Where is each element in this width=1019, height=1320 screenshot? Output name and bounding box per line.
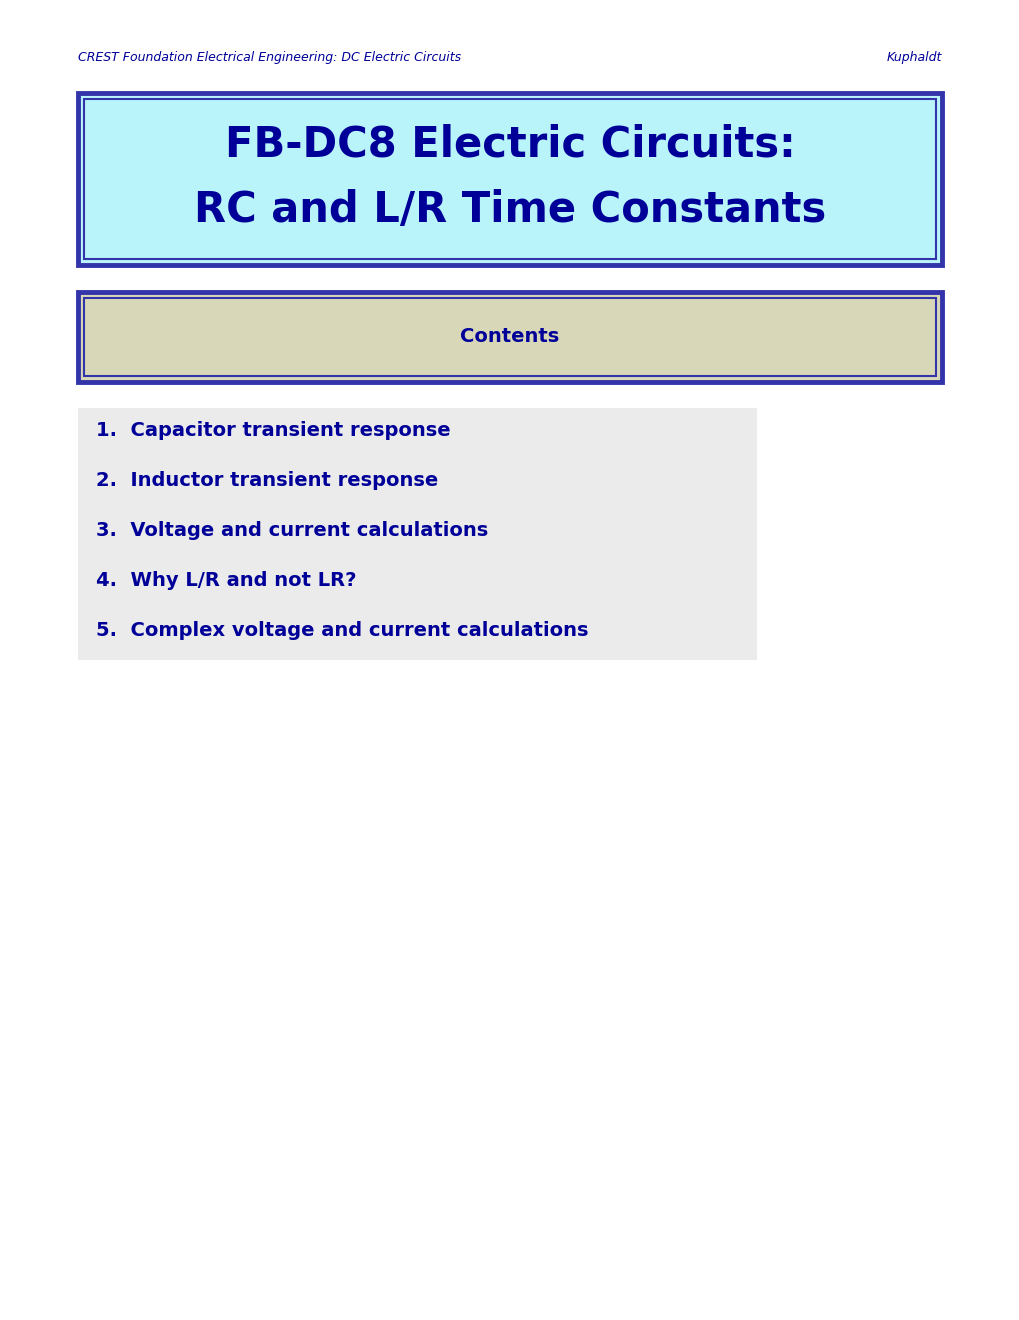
Text: Contents: Contents: [460, 327, 559, 346]
Text: Kuphaldt: Kuphaldt: [886, 50, 942, 63]
Text: 5.  Complex voltage and current calculations: 5. Complex voltage and current calculati…: [96, 620, 588, 639]
Text: 1.  Capacitor transient response: 1. Capacitor transient response: [96, 421, 450, 440]
Text: CREST Foundation Electrical Engineering: DC Electric Circuits: CREST Foundation Electrical Engineering:…: [77, 50, 461, 63]
Bar: [77, 92, 942, 265]
Text: 2.  Inductor transient response: 2. Inductor transient response: [96, 470, 438, 490]
Text: RC and L/R Time Constants: RC and L/R Time Constants: [194, 189, 825, 231]
Text: FB-DC8 Electric Circuits:: FB-DC8 Electric Circuits:: [224, 124, 795, 165]
Text: 3.  Voltage and current calculations: 3. Voltage and current calculations: [96, 520, 488, 540]
Bar: [84, 298, 935, 376]
Bar: [84, 99, 935, 259]
Bar: [77, 292, 942, 381]
Text: 4.  Why L/R and not LR?: 4. Why L/R and not LR?: [96, 570, 357, 590]
Bar: [77, 408, 756, 660]
